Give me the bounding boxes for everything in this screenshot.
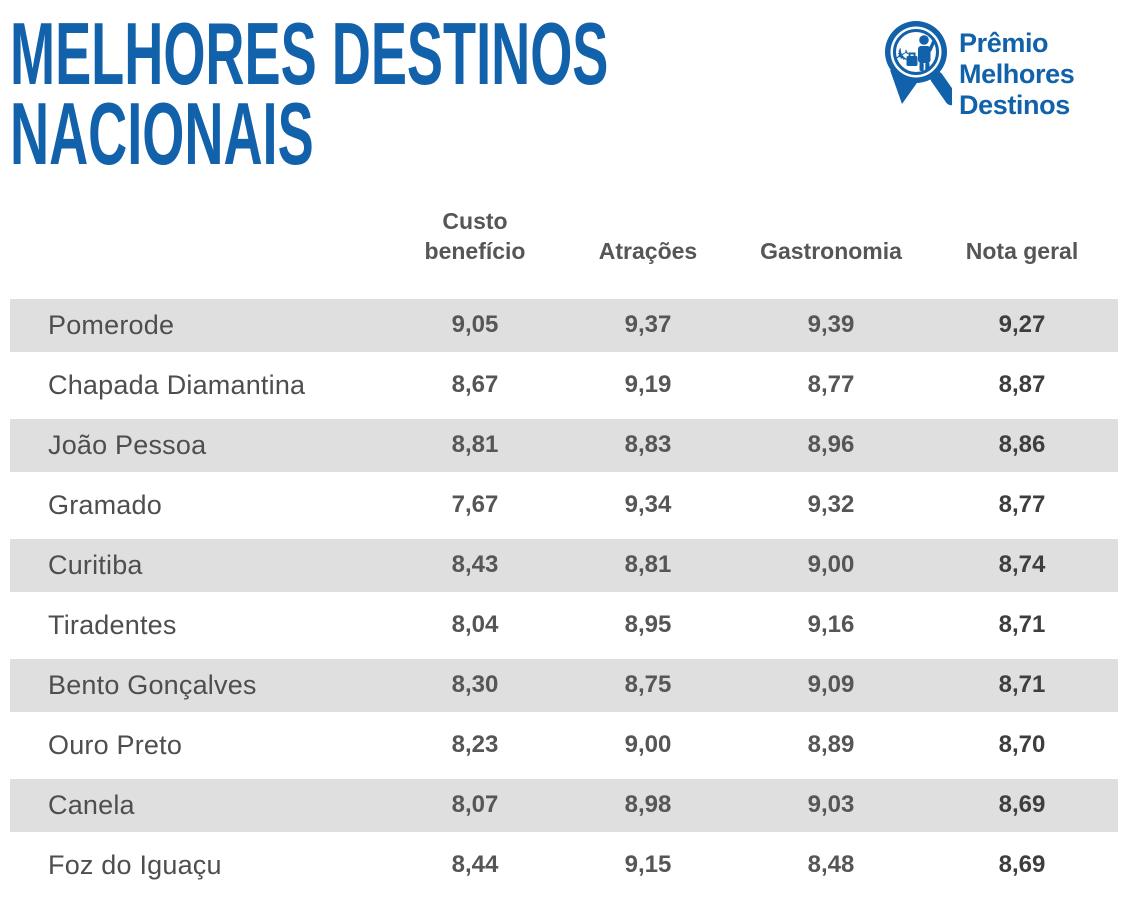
atracoes-value: 8,81	[624, 551, 672, 578]
custo-beneficio-value: 8,23	[451, 731, 499, 758]
nota-geral-value: 8,71	[998, 611, 1046, 638]
table-row: Curitiba 8,43 8,81 9,00 8,74	[10, 535, 1118, 595]
gastronomia-value: 9,39	[807, 311, 855, 338]
gastronomia-value: 9,09	[807, 671, 855, 698]
table-row: Foz do Iguaçu 8,44 9,15 8,48 8,69	[10, 835, 1118, 895]
gastronomia-value: 9,03	[807, 791, 855, 818]
custo-beneficio-value: 8,67	[451, 371, 499, 398]
nota-geral-value: 9,27	[998, 311, 1046, 338]
atracoes-value: 9,15	[624, 851, 672, 878]
gastronomia-value: 8,48	[807, 851, 855, 878]
suitcase-icon	[906, 52, 918, 66]
destination-name: Tiradentes	[48, 609, 177, 640]
magnifier-pin-icon: ✈	[885, 21, 952, 106]
destination-name: Chapada Diamantina	[48, 369, 306, 400]
atracoes-value: 8,75	[624, 671, 672, 698]
atracoes-value: 9,37	[624, 311, 672, 338]
destination-name: Pomerode	[48, 309, 175, 340]
custo-beneficio-value: 7,67	[451, 491, 499, 518]
nota-geral-value: 8,70	[998, 731, 1046, 758]
custo-beneficio-value: 8,30	[451, 671, 499, 698]
page-title: MELHORES DESTINOS NACIONAIS	[10, 10, 608, 178]
table-row: Tiradentes 8,04 8,95 9,16 8,71	[10, 595, 1118, 655]
table-row: João Pessoa 8,81 8,83 8,96 8,86	[10, 415, 1118, 475]
table-row: Ouro Preto 8,23 9,00 8,89 8,70	[10, 715, 1118, 775]
logo-word-melhores: Melhores	[959, 59, 1075, 89]
destination-name: Curitiba	[48, 549, 143, 580]
nota-geral-value: 8,87	[998, 371, 1046, 398]
atracoes-value: 8,83	[624, 431, 672, 458]
destination-name: Foz do Iguaçu	[48, 849, 222, 880]
table-body: Pomerode 9,05 9,37 9,39 9,27 Chapada Dia…	[10, 295, 1118, 895]
nota-geral-value: 8,77	[998, 491, 1046, 518]
nota-geral-value: 8,69	[998, 851, 1046, 878]
table-row: Canela 8,07 8,98 9,03 8,69	[10, 775, 1118, 835]
column-header-gastronomia: Gastronomia	[760, 238, 902, 265]
table-header-row: Custo benefício Atrações Gastronomia Not…	[10, 185, 1118, 295]
destination-name: João Pessoa	[48, 429, 207, 460]
destination-name: Canela	[48, 789, 135, 820]
logo-word-premio: Prêmio	[959, 28, 1049, 58]
destination-name: Bento Gonçalves	[48, 669, 257, 700]
custo-beneficio-value: 8,81	[451, 431, 499, 458]
table-row: Chapada Diamantina 8,67 9,19 8,77 8,87	[10, 355, 1118, 415]
gastronomia-value: 9,00	[807, 551, 855, 578]
column-header-nota-geral: Nota geral	[965, 238, 1079, 265]
atracoes-value: 8,98	[624, 791, 672, 818]
custo-beneficio-value: 8,07	[451, 791, 499, 818]
table-row: Bento Gonçalves 8,30 8,75 9,09 8,71	[10, 655, 1118, 715]
nota-geral-value: 8,71	[998, 671, 1046, 698]
column-header-custo-beneficio: Custo benefício	[424, 208, 526, 265]
logo-word-destinos: Destinos	[959, 90, 1070, 120]
nota-geral-value: 8,74	[998, 551, 1046, 578]
destination-name: Gramado	[48, 489, 162, 520]
gastronomia-value: 8,89	[807, 731, 855, 758]
custo-beneficio-value: 8,43	[451, 551, 499, 578]
table-row: Gramado 7,67 9,34 9,32 8,77	[10, 475, 1118, 535]
gastronomia-value: 9,32	[807, 491, 855, 518]
destination-name: Ouro Preto	[48, 729, 183, 760]
gastronomia-value: 9,16	[807, 611, 855, 638]
brand-logo-text: Prêmio Melhores Destinos	[959, 20, 1075, 121]
atracoes-value: 9,19	[624, 371, 672, 398]
atracoes-value: 8,95	[624, 611, 672, 638]
table-row: Pomerode 9,05 9,37 9,39 9,27	[10, 295, 1118, 355]
page-title-line2: NACIONAIS	[10, 84, 314, 184]
column-header-atracoes: Atrações	[598, 238, 698, 265]
nota-geral-value: 8,86	[998, 431, 1046, 458]
page-title-line1: MELHORES DESTINOS	[10, 4, 609, 103]
gastronomia-value: 8,96	[807, 431, 855, 458]
atracoes-value: 9,34	[624, 491, 672, 518]
traveler-icon	[918, 35, 936, 71]
custo-beneficio-value: 9,05	[451, 311, 499, 338]
nota-geral-value: 8,69	[998, 791, 1046, 818]
header: MELHORES DESTINOS NACIONAIS ✈	[0, 0, 1127, 185]
gastronomia-value: 8,77	[807, 371, 855, 398]
atracoes-value: 9,00	[624, 731, 672, 758]
custo-beneficio-value: 8,44	[451, 851, 499, 878]
custo-beneficio-value: 8,04	[451, 611, 499, 638]
brand-logo: ✈ Prêmio Melhores Destinos	[882, 20, 1075, 121]
